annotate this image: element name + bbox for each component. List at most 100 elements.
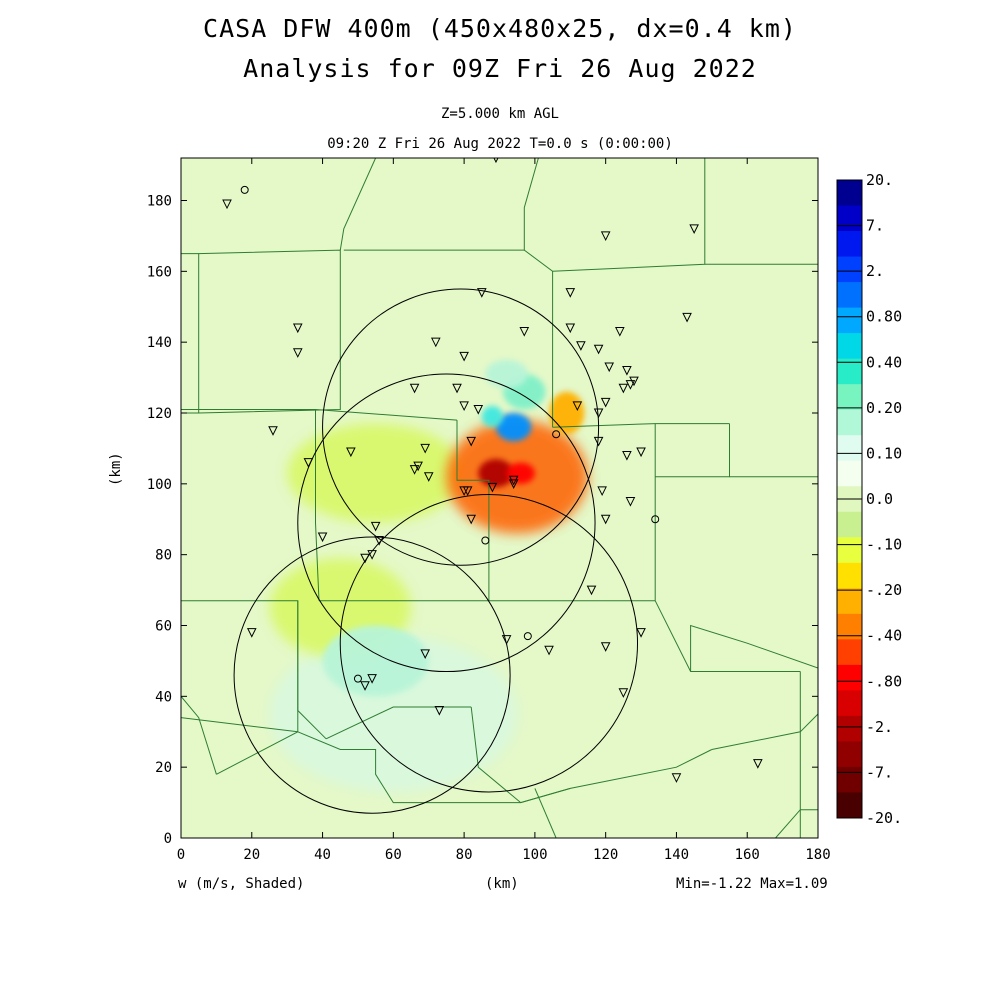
- colorbar-swatch: [837, 639, 862, 666]
- min-max-label: Min=-1.22 Max=1.09: [676, 876, 828, 892]
- plot-frame: [180, 157, 819, 839]
- y-tick-label: 80: [155, 548, 172, 564]
- colorbar-label: 2.: [866, 262, 884, 280]
- radar-range-ring: [297, 373, 596, 673]
- x-tick-label: 20: [243, 847, 260, 863]
- station-circle-marker: [481, 536, 490, 545]
- colorbar-swatch: [837, 282, 862, 309]
- y-tick-label: 160: [147, 264, 172, 280]
- shaded-w-field: [269, 359, 588, 792]
- station-triangle-marker: [292, 348, 303, 358]
- colorbar-swatch: [837, 715, 862, 742]
- axes: 0 20 40 60 80 100 120 140 160 180 0 20 40 60 80 100 120 1…: [147, 158, 831, 863]
- station-circle-marker: [240, 185, 249, 194]
- colorbar-swatch: [837, 792, 862, 819]
- station-triangle-marker: [636, 447, 646, 458]
- colorbar-swatch: [837, 741, 862, 768]
- station-triangle-marker: [501, 635, 512, 645]
- county-boundary: [181, 717, 298, 733]
- station-triangle-marker: [565, 288, 576, 298]
- station-triangle-marker: [268, 426, 278, 436]
- x-tick-label: 180: [805, 847, 830, 863]
- station-triangle-marker: [360, 681, 370, 691]
- station-triangle-marker: [671, 773, 682, 783]
- station-triangle-marker: [459, 486, 469, 497]
- county-boundary: [198, 249, 341, 414]
- station-triangle-marker: [303, 458, 314, 468]
- county-boundary: [181, 695, 217, 775]
- station-triangle-marker: [367, 550, 377, 560]
- station-triangle-marker: [409, 383, 420, 394]
- w-field-cell: [495, 413, 532, 442]
- colorbar-swatch: [837, 664, 862, 691]
- colorbar-swatch: [837, 307, 862, 334]
- county-boundary: [524, 158, 706, 272]
- station-triangle-marker: [572, 401, 583, 412]
- colorbar-swatch: [837, 358, 862, 385]
- station-triangle-marker: [508, 479, 519, 489]
- y-tick-label: 40: [155, 689, 172, 705]
- colorbar-swatch: [837, 562, 862, 589]
- county-boundary: [520, 749, 713, 804]
- w-field-cell: [481, 405, 504, 428]
- colorbar-label: -20.: [866, 809, 902, 827]
- colorbar-swatch: [837, 333, 862, 360]
- station-circle-marker: [552, 430, 561, 439]
- station-triangle-marker: [374, 536, 384, 546]
- station-triangle-marker: [682, 312, 692, 323]
- colorbar-label: -.40: [866, 627, 902, 645]
- station-triangle-marker: [292, 323, 303, 334]
- county-boundary: [339, 158, 377, 251]
- station-triangle-marker: [576, 341, 586, 351]
- x-tick-label: 40: [314, 847, 331, 863]
- x-tick-label: 0: [177, 847, 185, 863]
- colorbar-label: 0.0: [866, 490, 893, 508]
- station-triangle-marker: [459, 401, 469, 412]
- county-boundary: [343, 158, 539, 251]
- county-boundary: [297, 731, 521, 804]
- colorbar-label: 0.40: [866, 353, 902, 371]
- county-boundary: [315, 409, 320, 601]
- w-field-cell: [506, 462, 535, 484]
- w-field-cell: [287, 423, 465, 523]
- station-triangle-marker: [423, 472, 434, 482]
- chart-title-line2: Analysis for 09Z Fri 26 Aug 2022: [243, 54, 757, 83]
- station-triangle-marker: [593, 408, 604, 419]
- colorbar-label: 0.80: [866, 308, 902, 326]
- station-triangle-marker: [618, 383, 629, 394]
- station-markers: [222, 158, 763, 783]
- y-tick-label: 0: [164, 831, 172, 847]
- station-triangle-marker: [689, 224, 699, 234]
- colorbar: 20. 7. 2. 0.80 0.40 0.20 0.10 0.0 -.10 -.20 -.40 -.…: [836, 171, 902, 827]
- colorbar-label: -2.: [866, 718, 893, 736]
- x-tick-label: 60: [385, 847, 402, 863]
- y-axis-label: (km): [108, 452, 124, 486]
- colorbar-label: 0.20: [866, 399, 902, 417]
- station-triangle-marker: [317, 532, 328, 543]
- station-triangle-marker: [622, 366, 632, 376]
- station-triangle-marker: [604, 362, 615, 373]
- station-triangle-marker: [544, 645, 554, 656]
- station-triangle-marker: [420, 649, 430, 659]
- station-triangle-marker: [409, 465, 420, 475]
- x-tick-label: 120: [593, 847, 618, 863]
- station-triangle-marker: [420, 443, 430, 454]
- chart-title-line1: CASA DFW 400m (450x480x25, dx=0.4 km): [203, 14, 797, 43]
- station-triangle-marker: [625, 380, 636, 390]
- radar-range-ring: [339, 493, 639, 793]
- county-boundary: [325, 706, 472, 740]
- county-boundary: [181, 253, 200, 414]
- y-tick-label: 20: [155, 760, 172, 776]
- colorbar-label: -.10: [866, 536, 902, 554]
- x-tick-label: 140: [664, 847, 689, 863]
- colorbar-label: 0.10: [866, 444, 902, 462]
- station-triangle-marker: [360, 553, 370, 564]
- station-triangle-marker: [622, 451, 632, 461]
- station-triangle-marker: [625, 497, 636, 507]
- x-tick-label: 160: [735, 847, 760, 863]
- station-circle-marker: [523, 632, 532, 641]
- colorbar-swatch: [837, 231, 862, 258]
- station-triangle-marker: [466, 514, 476, 525]
- x-axis-label: (km): [485, 876, 519, 892]
